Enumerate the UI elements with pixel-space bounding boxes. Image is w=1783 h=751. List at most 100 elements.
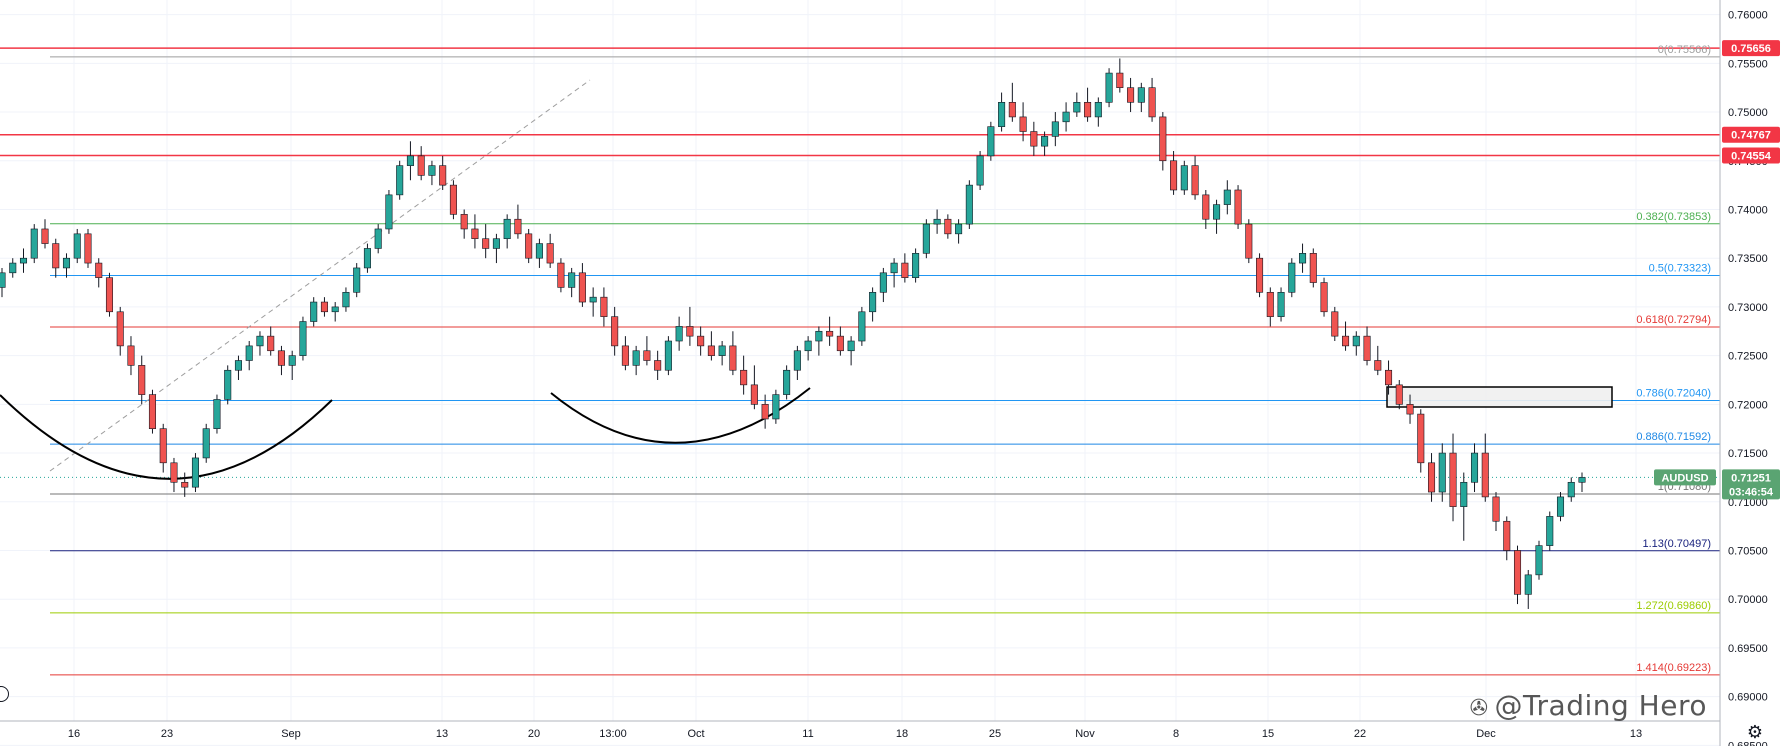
- candle-body: [514, 218, 522, 235]
- candle: [52, 238, 60, 278]
- candle: [729, 331, 737, 376]
- candle: [1266, 287, 1274, 327]
- candle-body: [718, 345, 726, 356]
- candle: [1363, 326, 1371, 366]
- candle-body: [1245, 223, 1253, 259]
- candle-body: [30, 228, 38, 259]
- gear-icon[interactable]: ⚙: [1746, 722, 1763, 742]
- time-tick-label: 25: [989, 728, 1001, 740]
- candle-body: [987, 126, 995, 157]
- candle: [277, 345, 285, 376]
- candle: [30, 224, 38, 264]
- candle-body: [1417, 413, 1425, 464]
- symbol-badge: [1654, 469, 1716, 486]
- price-badge-label: 0.74767: [1731, 130, 1771, 142]
- candle-body: [191, 457, 199, 488]
- candle: [1374, 345, 1382, 376]
- candle-body: [482, 238, 490, 249]
- time-tick-label: 18: [896, 728, 908, 740]
- candle: [1223, 180, 1231, 215]
- candle-body: [869, 291, 877, 313]
- candle: [148, 389, 157, 434]
- candle-body: [621, 345, 629, 366]
- grid: [0, 0, 1720, 746]
- fib-level-label: 0.786(0.72040): [1636, 387, 1711, 399]
- candle-body: [245, 345, 253, 361]
- candle: [1352, 331, 1360, 356]
- candle-body: [1438, 452, 1446, 493]
- candle: [1395, 379, 1403, 410]
- candle-body: [181, 481, 189, 488]
- candle-body: [804, 340, 812, 352]
- candle: [793, 345, 801, 380]
- candle-body: [492, 238, 500, 249]
- candle: [1170, 151, 1178, 195]
- candle: [589, 287, 597, 317]
- candle-body: [428, 165, 436, 176]
- candle-body: [1481, 452, 1489, 498]
- candle-body: [750, 384, 758, 405]
- symbol-badge-label: AUDUSD: [1661, 472, 1708, 484]
- price-badge: [1722, 126, 1780, 143]
- candle: [428, 160, 436, 186]
- candle: [1288, 258, 1296, 298]
- candle: [95, 258, 103, 288]
- candle-body: [568, 272, 576, 288]
- fib-trend-line[interactable]: [49, 79, 591, 472]
- candle-body: [589, 296, 597, 303]
- candle: [116, 306, 124, 356]
- candle-body: [1427, 462, 1436, 493]
- candle: [922, 219, 930, 259]
- rounded-bottom-arc-middle[interactable]: [550, 387, 811, 444]
- candle-body: [1051, 121, 1059, 137]
- time-tick-label: 8: [1173, 728, 1179, 740]
- candle-body: [1374, 360, 1382, 371]
- candle: [1406, 394, 1414, 424]
- candle-body: [1535, 545, 1543, 576]
- candle: [750, 365, 758, 410]
- price-badge: [1722, 147, 1780, 164]
- candle: [159, 423, 167, 473]
- last-price-label: 0.71251: [1731, 472, 1771, 484]
- candle: [482, 224, 490, 259]
- candle-body: [1460, 481, 1468, 507]
- fib-level-label: 0.382(0.73853): [1636, 211, 1711, 223]
- candle: [707, 331, 715, 361]
- candle-body: [267, 335, 275, 352]
- price-tick-label: 0.76000: [1728, 10, 1768, 22]
- candle-body: [374, 228, 382, 249]
- rounded-bottom-arc-left[interactable]: [0, 394, 333, 480]
- candle: [1094, 97, 1102, 127]
- candle-body: [299, 321, 307, 356]
- watermark: ✇ @Trading Hero: [1470, 689, 1707, 722]
- candle-body: [234, 360, 242, 371]
- candle-body: [62, 257, 71, 269]
- candle: [439, 155, 447, 190]
- candle: [374, 224, 382, 254]
- candle: [568, 267, 576, 298]
- candle-body: [643, 350, 651, 361]
- candle: [1256, 253, 1264, 298]
- price-tick-label: 0.75000: [1728, 107, 1768, 119]
- fib-level-label: 1.414(0.69223): [1636, 662, 1711, 674]
- supply-zone-rectangle[interactable]: [1386, 386, 1613, 408]
- candle-body: [159, 428, 167, 464]
- candle-body: [170, 462, 178, 483]
- candle-body: [1449, 452, 1457, 507]
- candle: [202, 423, 210, 463]
- drawings: [0, 79, 1613, 480]
- candle-body: [1266, 291, 1274, 317]
- candle: [740, 355, 748, 395]
- time-tick-label: Nov: [1075, 728, 1095, 740]
- candle-body: [1578, 477, 1586, 483]
- candle-body: [890, 262, 898, 274]
- candle: [105, 272, 114, 317]
- candle-body: [1385, 369, 1393, 386]
- candle: [191, 453, 199, 493]
- candle: [955, 219, 963, 244]
- candle-body: [933, 218, 941, 225]
- candle-body: [707, 345, 715, 356]
- candle: [1546, 511, 1554, 551]
